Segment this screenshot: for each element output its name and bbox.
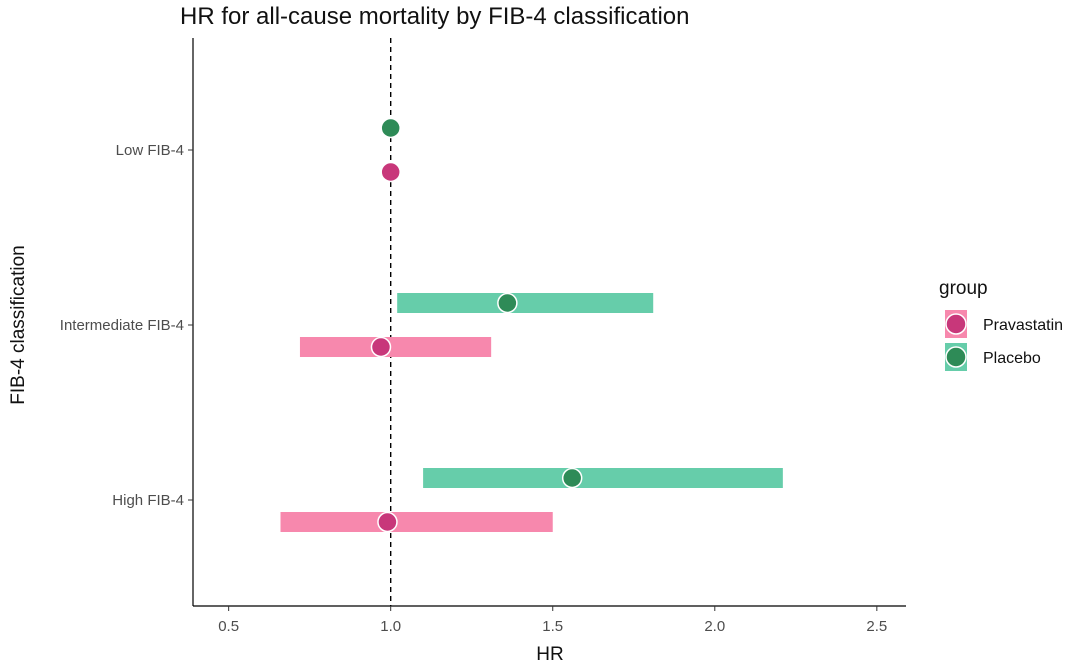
legend-key-point [945, 346, 967, 368]
legend-key-point [945, 313, 967, 335]
legend-label: Pravastatin [983, 317, 1063, 334]
x-tick-label: 1.5 [542, 618, 563, 635]
legend-label: Placebo [983, 350, 1041, 367]
hr-point [370, 336, 392, 358]
ci-bar [397, 293, 654, 313]
x-tick-label: 2.5 [866, 618, 887, 635]
x-tick-label: 1.0 [380, 618, 401, 635]
ci-bar [423, 468, 783, 488]
x-tick-label: 0.5 [218, 618, 239, 635]
y-tick-label: Low FIB-4 [116, 142, 184, 159]
ci-bar [299, 337, 492, 357]
x-tick-label: 2.0 [704, 618, 725, 635]
legend: group Pravastatin Placebo [939, 278, 1063, 371]
x-axis-title: HR [536, 644, 563, 665]
hr-point [380, 161, 401, 183]
y-tick-label: High FIB-4 [112, 492, 184, 509]
plot-area: 0.5 1.0 1.5 2.0 2.5 Low FIB-4 Intermediate FIB… [60, 38, 906, 635]
hr-point [497, 292, 518, 314]
ci-bar [280, 512, 553, 532]
y-tick-label: Intermediate FIB-4 [60, 317, 184, 334]
hr-point [561, 467, 583, 489]
hr-point [380, 117, 401, 139]
y-axis-title: FIB-4 classification [8, 245, 29, 404]
chart-title: HR for all-cause mortality by FIB-4 clas… [180, 3, 689, 30]
legend-title: group [939, 278, 988, 299]
hr-point [377, 511, 398, 533]
